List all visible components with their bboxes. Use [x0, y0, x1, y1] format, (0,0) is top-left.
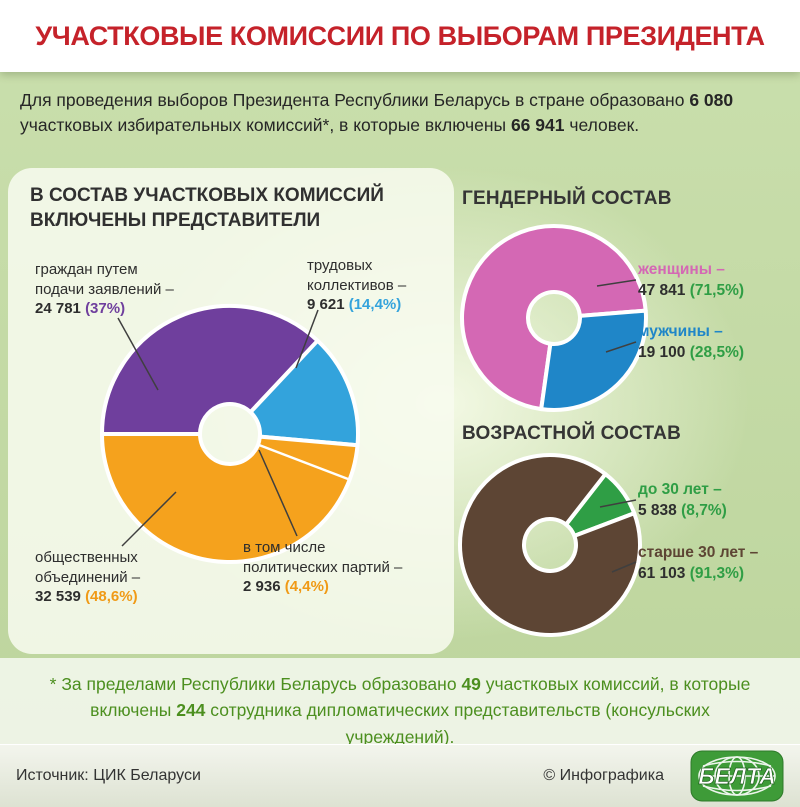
- label-young: до 30 лет – 5 838 (8,7%): [638, 481, 727, 519]
- callout-old: [611, 561, 637, 573]
- gender-heading: ГЕНДЕРНЫЙ СОСТАВ: [462, 188, 672, 209]
- footer-right: © Инфографика БЕЛТА: [543, 750, 784, 802]
- gender-donut: [460, 224, 648, 412]
- label-parties: в том числе политических партий – 2 936 …: [243, 539, 403, 595]
- page-title: УЧАСТКОВЫЕ КОМИССИИ ПО ВЫБОРАМ ПРЕЗИДЕНТ…: [35, 20, 765, 51]
- logo-text: БЕЛТА: [698, 763, 776, 789]
- credit-text: © Инфографика: [543, 767, 664, 784]
- label-labor: трудовых коллективов – 9 621 (14,4%): [307, 257, 407, 313]
- footnote-text: * За пределами Республики Беларусь образ…: [49, 674, 751, 747]
- source-text: Источник: ЦИК Беларуси: [16, 767, 201, 784]
- donut-segment-women: [460, 224, 648, 412]
- callout-women: [596, 279, 637, 287]
- label-old: старше 30 лет – 61 103 (91,3%): [638, 544, 759, 582]
- callout-young: [599, 499, 637, 508]
- age-heading: ВОЗРАСТНОЙ СОСТАВ: [462, 423, 681, 444]
- footnote-band: * За пределами Республики Беларусь образ…: [0, 658, 800, 747]
- intro-text: Для проведения выборов Президента Респуб…: [20, 90, 734, 136]
- donut-segment-men: [539, 308, 648, 412]
- composition-heading: В СОСТАВ УЧАСТКОВЫХ КОМИССИЙ ВКЛЮЧЕНЫ ПР…: [30, 185, 384, 231]
- age-donut: [458, 453, 642, 637]
- belta-logo: БЕЛТА: [690, 750, 784, 802]
- label-citizens: граждан путем подачи заявлений – 24 781 …: [35, 261, 174, 317]
- donut-segment-young: [564, 472, 637, 538]
- label-men: мужчины – 19 100 (28,5%): [638, 323, 745, 361]
- globe-icon: [698, 756, 776, 796]
- title-bar: УЧАСТКОВЫЕ КОМИССИИ ПО ВЫБОРАМ ПРЕЗИДЕНТ…: [0, 0, 800, 72]
- donut-segment-old: [458, 453, 642, 637]
- callout-men: [605, 341, 637, 353]
- footer-bar: Источник: ЦИК Беларуси © Инфографика БЕЛ…: [0, 744, 800, 807]
- label-women: женщины – 47 841 (71,5%): [638, 261, 745, 299]
- label-public: общественных объединений – 32 539 (48,6%…: [35, 549, 141, 605]
